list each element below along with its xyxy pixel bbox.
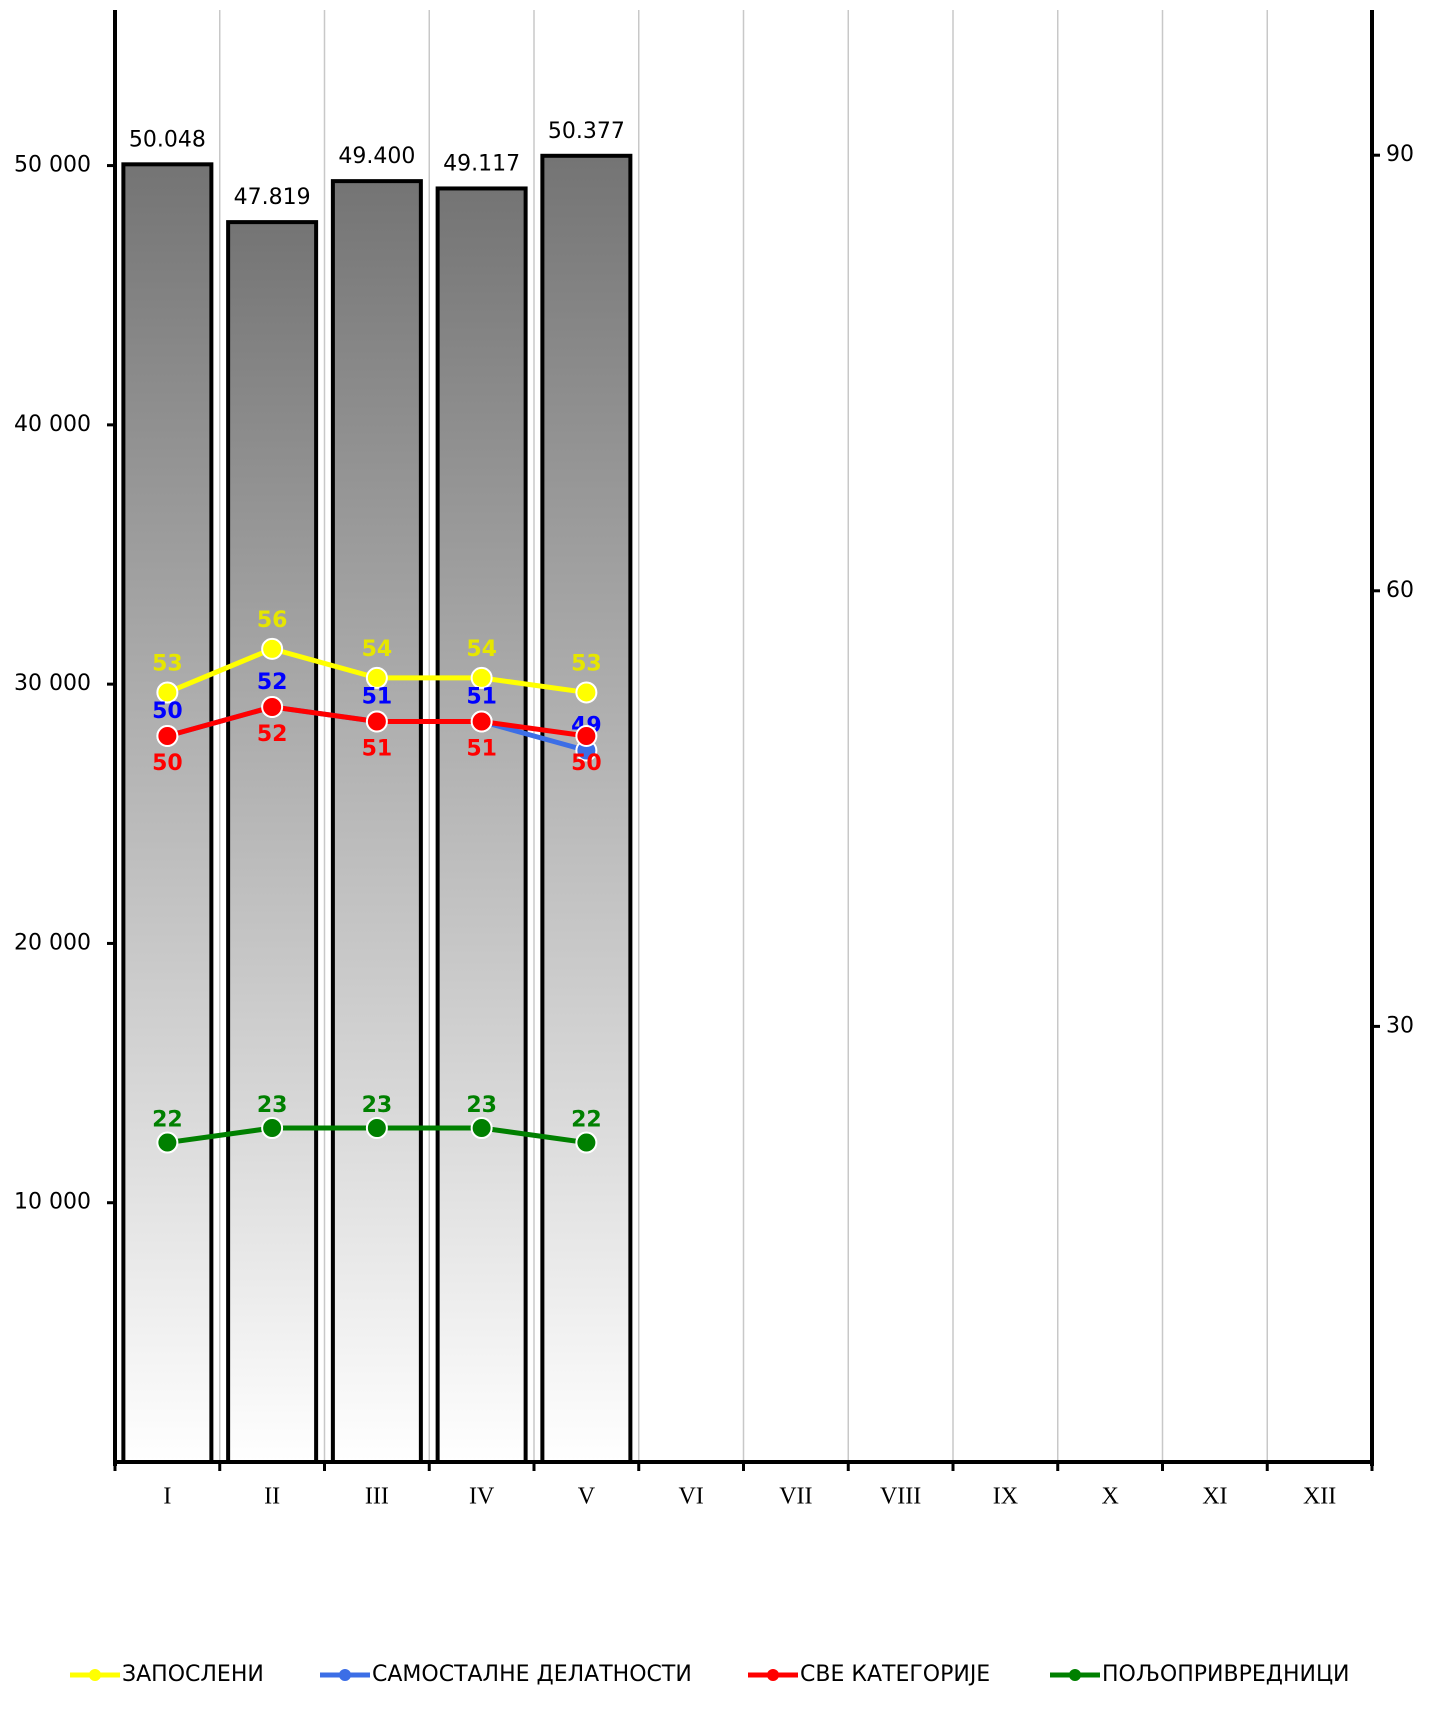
- series-point: [261, 637, 284, 660]
- legend-label: САМОСТАЛНЕ ДЕЛАТНОСТИ: [372, 1662, 692, 1687]
- x-tick-label: X: [1101, 1484, 1118, 1510]
- series-point: [261, 1117, 284, 1140]
- x-tick-label: III: [365, 1484, 389, 1510]
- x-tick-label: VII: [779, 1484, 812, 1510]
- point-label: 23: [257, 1093, 288, 1118]
- y2-tick-label: 60: [1386, 578, 1414, 603]
- y-tick-label: 30 000: [14, 671, 91, 696]
- series-point: [470, 666, 493, 689]
- legend-marker: [89, 1669, 101, 1681]
- point-label: 50: [152, 751, 183, 776]
- x-tick-label: XI: [1202, 1484, 1227, 1510]
- x-tick-label: IX: [993, 1484, 1018, 1510]
- series-point: [470, 710, 493, 733]
- series-point: [261, 695, 284, 718]
- point-label: 22: [571, 1108, 602, 1133]
- y-tick-label: 40 000: [14, 412, 91, 437]
- point-label: 53: [152, 651, 183, 676]
- series-point: [365, 710, 388, 733]
- y-tick-label: 50 000: [14, 153, 91, 178]
- x-tick-label: XII: [1303, 1484, 1336, 1510]
- x-tick-label: II: [264, 1484, 280, 1510]
- bar-value-label: 49.400: [338, 144, 415, 169]
- bar: [121, 162, 214, 1464]
- legend-label: СВЕ КАТЕГОРИЈЕ: [800, 1662, 990, 1687]
- series-point: [156, 725, 179, 747]
- series-point: [575, 681, 598, 704]
- y2-tick-label: 30: [1386, 1013, 1414, 1038]
- bar: [330, 179, 423, 1465]
- legend-marker: [1069, 1669, 1081, 1681]
- point-label: 23: [466, 1093, 497, 1118]
- point-label: 51: [362, 736, 393, 761]
- bar: [226, 220, 319, 1465]
- bar-value-label: 50.048: [129, 127, 206, 152]
- bar: [435, 186, 528, 1465]
- legend-marker: [767, 1669, 779, 1681]
- series-point: [156, 681, 179, 704]
- y-tick-label: 20 000: [14, 930, 91, 955]
- bar: [540, 153, 633, 1464]
- x-tick-label: IV: [469, 1484, 495, 1510]
- x-tick-label: VI: [678, 1484, 703, 1510]
- series-point: [156, 1131, 179, 1154]
- legend-label: ПОЉОПРИВРЕДНИЦИ: [1102, 1662, 1350, 1687]
- y2-tick-label: 90: [1386, 142, 1414, 167]
- point-label: 53: [571, 651, 602, 676]
- point-label: 22: [152, 1108, 183, 1133]
- point-label: 50: [571, 751, 602, 776]
- bar-value-label: 47.819: [234, 185, 311, 210]
- legend-label: ЗАПОСЛЕНИ: [122, 1662, 264, 1687]
- x-tick-label: I: [163, 1484, 171, 1510]
- point-label: 56: [257, 608, 288, 633]
- y-tick-label: 10 000: [14, 1190, 91, 1215]
- point-label: 54: [362, 637, 393, 662]
- point-label: 50: [152, 699, 183, 724]
- point-label: 51: [362, 684, 393, 709]
- point-label: 23: [362, 1093, 393, 1118]
- series-point: [365, 1117, 388, 1140]
- series-point: [365, 666, 388, 689]
- series-point: [470, 1117, 493, 1140]
- series-point: [575, 1131, 598, 1154]
- point-label: 51: [466, 684, 497, 709]
- point-label: 54: [466, 637, 497, 662]
- x-tick-label: V: [578, 1484, 596, 1510]
- bar-value-label: 50.377: [548, 119, 625, 144]
- series-point: [575, 725, 598, 747]
- point-label: 51: [466, 736, 497, 761]
- point-label: 52: [257, 670, 288, 695]
- legend-marker: [339, 1669, 351, 1681]
- bar-value-label: 49.117: [443, 151, 520, 176]
- x-tick-label: VIII: [880, 1484, 921, 1510]
- point-label: 52: [257, 722, 288, 747]
